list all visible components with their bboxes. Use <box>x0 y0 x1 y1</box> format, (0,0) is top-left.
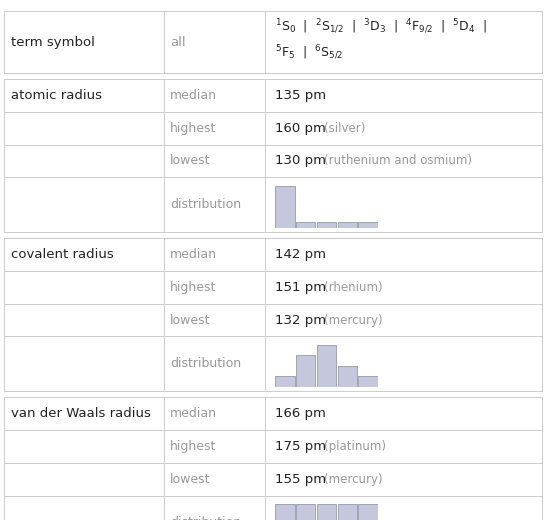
Text: median: median <box>170 407 217 420</box>
Text: atomic radius: atomic radius <box>11 89 102 102</box>
Text: median: median <box>170 248 217 261</box>
Text: (platinum): (platinum) <box>324 440 386 453</box>
Text: (mercury): (mercury) <box>324 473 382 486</box>
Text: covalent radius: covalent radius <box>11 248 114 261</box>
Text: 155 pm: 155 pm <box>275 473 326 486</box>
Text: 142 pm: 142 pm <box>275 248 325 261</box>
Text: lowest: lowest <box>170 473 211 486</box>
Text: highest: highest <box>170 122 217 135</box>
Text: all: all <box>170 35 186 48</box>
Text: 166 pm: 166 pm <box>275 407 325 420</box>
Text: lowest: lowest <box>170 314 211 327</box>
Text: median: median <box>170 89 217 102</box>
Text: distribution: distribution <box>170 357 241 370</box>
Text: (rhenium): (rhenium) <box>324 281 382 294</box>
Text: 175 pm: 175 pm <box>275 440 326 453</box>
Text: van der Waals radius: van der Waals radius <box>11 407 151 420</box>
Text: $^{1}$S$_{0}$  |  $^{2}$S$_{1/2}$  |  $^{3}$D$_{3}$  |  $^{4}$F$_{9/2}$  |  $^{5: $^{1}$S$_{0}$ | $^{2}$S$_{1/2}$ | $^{3}$… <box>275 17 486 36</box>
Text: distribution: distribution <box>170 516 241 520</box>
Text: 135 pm: 135 pm <box>275 89 326 102</box>
Text: (ruthenium and osmium): (ruthenium and osmium) <box>324 154 472 167</box>
Text: 132 pm: 132 pm <box>275 314 326 327</box>
Text: highest: highest <box>170 281 217 294</box>
Text: (silver): (silver) <box>324 122 365 135</box>
Text: highest: highest <box>170 440 217 453</box>
Text: 160 pm: 160 pm <box>275 122 325 135</box>
Text: term symbol: term symbol <box>11 35 95 48</box>
Text: (mercury): (mercury) <box>324 314 382 327</box>
Text: lowest: lowest <box>170 154 211 167</box>
Text: $^{5}$F$_{5}$  |  $^{6}$S$_{5/2}$: $^{5}$F$_{5}$ | $^{6}$S$_{5/2}$ <box>275 43 343 62</box>
Text: 130 pm: 130 pm <box>275 154 325 167</box>
Text: 151 pm: 151 pm <box>275 281 326 294</box>
Text: distribution: distribution <box>170 198 241 211</box>
